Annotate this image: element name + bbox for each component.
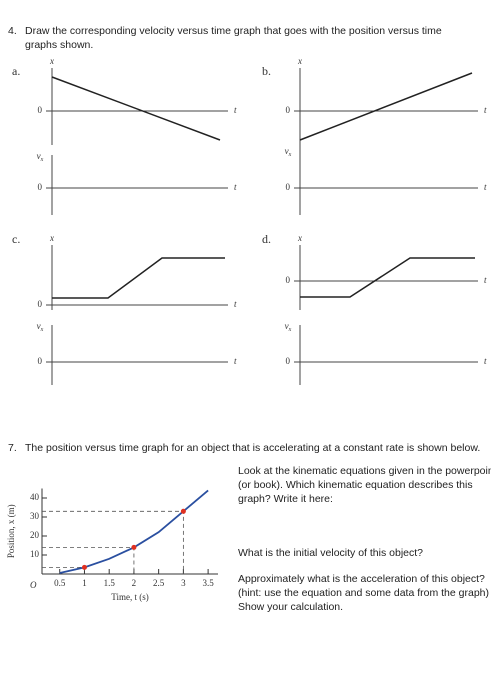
zero-label: 0: [286, 356, 291, 366]
zero-label: 0: [38, 299, 43, 309]
zero-label: 0: [38, 182, 43, 192]
axis-label: x: [297, 56, 302, 66]
axis-label: x: [49, 233, 54, 243]
axis-label: t: [484, 105, 487, 115]
zero-label: 0: [286, 182, 291, 192]
x-tick-label: 2.5: [153, 578, 165, 588]
axis-label: t: [234, 105, 237, 115]
sub-question: Approximately what is the acceleration o…: [238, 573, 489, 613]
axis-label: vx: [37, 321, 44, 333]
axis-label-main: v: [285, 146, 289, 156]
axis-label: t: [234, 299, 237, 309]
axis-label-main: v: [37, 321, 41, 331]
graph-label: a.: [12, 64, 20, 78]
axis-label-main: v: [285, 321, 289, 331]
x-tick-label: 3: [181, 578, 186, 588]
axis-label-sub: x: [288, 327, 292, 333]
axis-label: vx: [285, 321, 292, 333]
data-point: [81, 564, 87, 570]
sub-question: Look at the kinematic equations given in…: [238, 465, 491, 505]
position-curve: [299, 72, 473, 141]
axis-label: x: [49, 56, 54, 66]
x-axis-label: Time, t (s): [111, 592, 148, 602]
axis-label-main: v: [37, 151, 41, 161]
data-point: [131, 544, 137, 550]
x-tick-label: 1: [82, 578, 87, 588]
zero-label: 0: [286, 105, 291, 115]
guide-line: [42, 510, 184, 574]
question-text: The position versus time graph for an ob…: [25, 442, 481, 454]
graph-label: b.: [262, 64, 271, 78]
x-tick-label: 0.5: [54, 578, 66, 588]
question-text: Draw the corresponding velocity versus t…: [25, 25, 442, 51]
y-tick-label: 30: [30, 511, 40, 521]
x-tick-label: 2: [132, 578, 137, 588]
question-number: 4.: [8, 25, 17, 37]
axis-label-sub: x: [40, 157, 44, 163]
y-tick-label: 20: [30, 530, 40, 540]
axis-label: vx: [285, 146, 292, 158]
axis-label: x: [297, 233, 302, 243]
y-tick-label: 40: [30, 492, 40, 502]
y-axis-label: Position, x (m): [6, 504, 16, 558]
x-tick-label: 3.5: [202, 578, 214, 588]
origin-label: O: [30, 580, 37, 590]
axis-label: t: [484, 356, 487, 366]
axis-label: t: [234, 182, 237, 192]
sub-question: What is the initial velocity of this obj…: [238, 547, 424, 559]
axis-label-sub: x: [40, 327, 44, 333]
axis-label: t: [484, 182, 487, 192]
zero-label: 0: [38, 356, 43, 366]
axis-label: vx: [37, 151, 44, 163]
zero-label: 0: [38, 105, 43, 115]
y-tick-label: 10: [30, 549, 40, 559]
zero-label: 0: [286, 275, 291, 285]
x-tick-label: 1.5: [104, 578, 116, 588]
position-curve: [51, 76, 221, 141]
axis-label: t: [484, 275, 487, 285]
graph-label: d.: [262, 232, 271, 246]
graph-label: c.: [12, 232, 20, 246]
guide-line: [42, 547, 135, 574]
position-curve: [52, 257, 225, 299]
data-point: [180, 508, 186, 514]
axis-label: t: [234, 356, 237, 366]
question-number: 7.: [8, 442, 17, 454]
axis-label-sub: x: [288, 152, 292, 158]
position-curve: [300, 257, 475, 298]
